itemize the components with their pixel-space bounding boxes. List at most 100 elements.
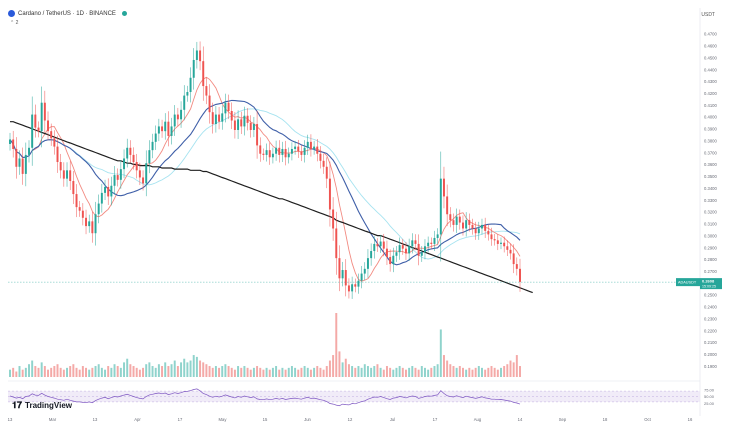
candle bbox=[18, 158, 21, 167]
volume-bar bbox=[284, 369, 287, 377]
volume-bar bbox=[126, 358, 129, 377]
candle bbox=[401, 245, 404, 249]
volume-bar bbox=[9, 369, 11, 377]
volume-bar bbox=[373, 366, 376, 377]
currency-selector[interactable]: USDT bbox=[701, 12, 715, 18]
candle bbox=[271, 153, 274, 158]
candle bbox=[94, 214, 97, 234]
volume-bar bbox=[382, 369, 385, 377]
x-tick-label: 13 bbox=[93, 417, 98, 422]
y-tick-label: 0.3300 bbox=[704, 198, 717, 203]
x-tick-label: 14 bbox=[518, 417, 523, 422]
x-tick-label: 13 bbox=[8, 417, 13, 422]
y-tick-label: 0.3800 bbox=[704, 138, 717, 143]
candle bbox=[430, 242, 433, 244]
volume-bar bbox=[43, 366, 46, 377]
volume-bar bbox=[50, 367, 53, 377]
candle bbox=[398, 245, 401, 253]
candle bbox=[252, 124, 255, 130]
volume-bar bbox=[199, 360, 202, 377]
volume-bar bbox=[455, 367, 458, 377]
volume-bar bbox=[21, 369, 24, 377]
y-tick-label: 0.3600 bbox=[704, 162, 717, 167]
y-tick-label: 0.2200 bbox=[704, 328, 717, 333]
volume-bar bbox=[392, 369, 395, 377]
volume-bar bbox=[294, 367, 297, 377]
volume-bar bbox=[366, 366, 369, 377]
candle bbox=[224, 102, 227, 114]
volume-bar bbox=[338, 351, 341, 377]
volume-bar bbox=[94, 366, 97, 377]
volume-bar bbox=[376, 364, 379, 377]
volume-bar bbox=[335, 313, 338, 377]
volume-bar bbox=[465, 369, 468, 377]
volume-bar bbox=[227, 366, 230, 377]
tradingview-logo[interactable]: 𝟏𝟕 TradingView bbox=[12, 400, 72, 411]
candle bbox=[24, 154, 27, 174]
candle bbox=[306, 141, 309, 148]
volume-bar bbox=[240, 367, 243, 377]
candle bbox=[189, 77, 192, 93]
candle bbox=[490, 234, 493, 240]
y-tick-label: 0.4100 bbox=[704, 103, 717, 108]
symbol-tag: ADAUSDT bbox=[678, 281, 697, 285]
volume-bar bbox=[446, 360, 449, 377]
candle bbox=[417, 243, 420, 256]
volume-bar bbox=[332, 355, 335, 377]
candle bbox=[56, 146, 59, 163]
candle bbox=[281, 148, 284, 155]
candle bbox=[493, 239, 496, 241]
ma-cyan-line bbox=[9, 108, 521, 260]
candle bbox=[376, 243, 379, 247]
rsi-line bbox=[9, 388, 521, 407]
volume-bar bbox=[195, 356, 198, 377]
volume-bar bbox=[404, 369, 407, 377]
volume-bar bbox=[129, 364, 132, 377]
candle bbox=[202, 61, 205, 87]
candle bbox=[195, 50, 198, 60]
volume-bar bbox=[154, 367, 157, 377]
volume-bar bbox=[341, 362, 344, 377]
volume-bar bbox=[306, 367, 309, 377]
volume-bar bbox=[249, 369, 252, 377]
volume-bar bbox=[509, 360, 512, 377]
candle bbox=[265, 150, 268, 155]
volume-bar bbox=[275, 366, 278, 377]
volume-bar bbox=[173, 360, 176, 377]
y-tick-label: 0.2800 bbox=[704, 257, 717, 262]
volume-bar bbox=[503, 366, 506, 377]
candle bbox=[297, 146, 300, 152]
candle bbox=[148, 150, 151, 164]
x-tick-label: 18 bbox=[603, 417, 608, 422]
volume-bar bbox=[259, 367, 262, 377]
volume-bar bbox=[458, 366, 461, 377]
volume-bar bbox=[385, 366, 388, 377]
y-tick-label: 0.2100 bbox=[704, 340, 717, 345]
candle bbox=[100, 192, 103, 204]
candle bbox=[354, 284, 357, 287]
x-tick-label: Jun bbox=[304, 417, 311, 422]
y-tick-label: 0.1900 bbox=[704, 364, 717, 369]
candle bbox=[449, 214, 452, 221]
volume-bar bbox=[132, 366, 135, 377]
candle bbox=[465, 220, 468, 229]
candle bbox=[404, 248, 407, 254]
indicators-collapse-toggle[interactable]: ⌃ 2 bbox=[10, 20, 19, 26]
volume-bar bbox=[246, 367, 249, 377]
candle bbox=[28, 147, 30, 155]
volume-bar bbox=[192, 355, 195, 377]
candle bbox=[208, 95, 211, 113]
volume-bar bbox=[316, 366, 319, 377]
candle bbox=[344, 270, 347, 286]
volume-bar bbox=[360, 367, 363, 377]
volume-bar bbox=[328, 360, 331, 377]
y-tick-label: 0.2700 bbox=[704, 269, 717, 274]
volume-bar bbox=[183, 358, 186, 377]
candle bbox=[389, 256, 392, 265]
volume-bar bbox=[15, 371, 18, 377]
candle bbox=[373, 243, 376, 252]
volume-bar bbox=[351, 366, 354, 377]
volume-bar bbox=[211, 367, 214, 377]
candle bbox=[47, 120, 49, 132]
